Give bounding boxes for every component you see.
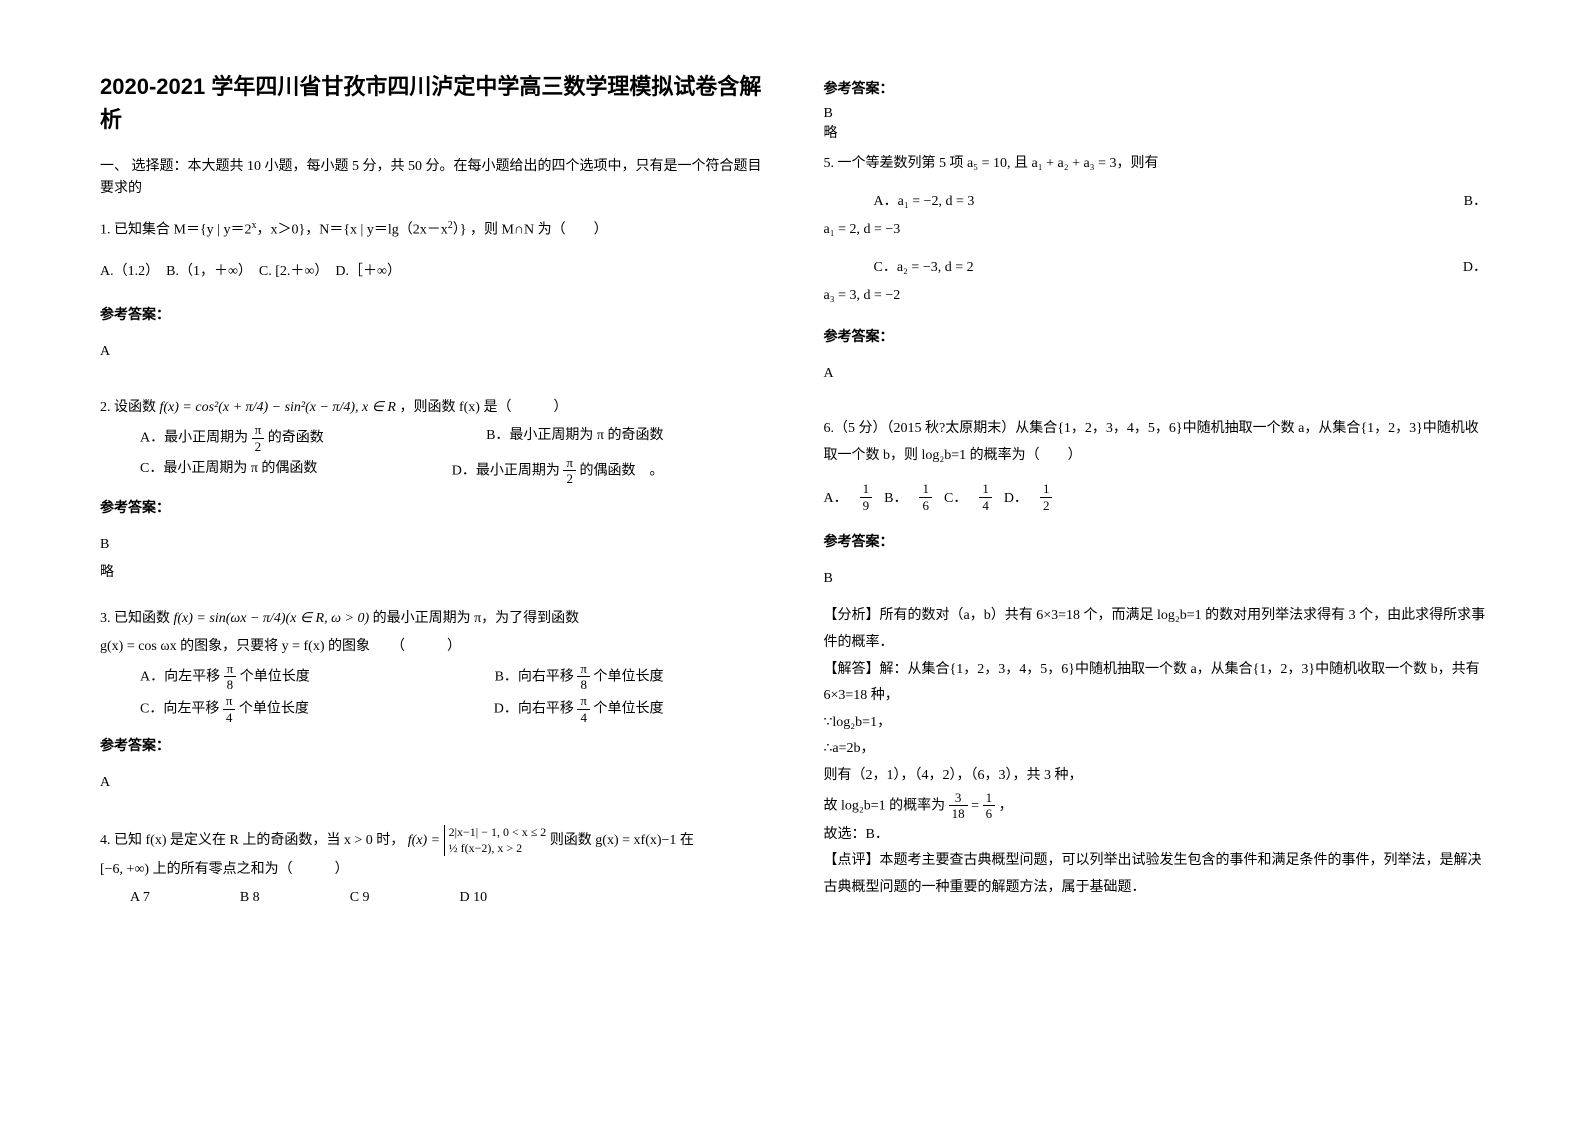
question-2: 2. 设函数 f(x) = cos²(x + π/4) − sin²(x − π…	[100, 394, 764, 586]
q4-line2: [−6, +∞) 上的所有零点之和为（ ）	[100, 856, 764, 884]
q5-stem: 5. 一个等差数列第 5 项 a₅ = 10, 且 a₁ + a₂ + a₃ =…	[824, 150, 1488, 178]
answer-label: 参考答案：	[824, 529, 1488, 557]
q6-analysis: 【分析】所有的数对（a，b）共有 6×3=18 个，而满足 log₂b=1 的数…	[824, 603, 1488, 656]
answer-label: 参考答案：	[824, 324, 1488, 352]
q1-options: A.（1.2） B.（1，＋∞） C. [2.＋∞） D.［＋∞）	[100, 258, 764, 286]
q5-row2: C．a₂ = −3, d = 2 D．	[824, 254, 1488, 282]
answer-label: 参考答案：	[824, 78, 1488, 98]
question-5: 5. 一个等差数列第 5 项 a₅ = 10, 且 a₁ + a₂ + a₃ =…	[824, 150, 1488, 398]
section-1-header: 一、 选择题：本大题共 10 小题，每小题 5 分，共 50 分。在每小题给出的…	[100, 156, 764, 201]
answer-label: 参考答案：	[100, 302, 764, 330]
q1-stem: 1. 已知集合 M＝{y | y＝2x，x＞0}，N＝{x | y＝lg（2x－…	[100, 216, 764, 245]
question-4: 4. 已知 f(x) 是定义在 R 上的奇函数，当 x > 0 时， f(x) …	[100, 825, 764, 912]
q3-line2: g(x) = cos ωx 的图象，只要将 y = f(x) 的图象 （ ）	[100, 633, 764, 661]
q2-stem: 2. 设函数 f(x) = cos²(x + π/4) − sin²(x − π…	[100, 394, 764, 422]
exam-title: 2020-2021 学年四川省甘孜市四川泸定中学高三数学理模拟试卷含解析	[100, 70, 764, 136]
q3-row2: C．向左平移 π4 个单位长度 D．向右平移 π4 个单位长度	[100, 693, 764, 725]
q5-optD-val: a₃ = 3, d = −2	[824, 282, 1488, 310]
q6-answer: B	[824, 565, 1488, 593]
q3-stem: 3. 已知函数 f(x) = sin(ωx − π/4)(x ∈ R, ω > …	[100, 605, 764, 633]
answer-label: 参考答案：	[100, 733, 764, 761]
q4-stem: 4. 已知 f(x) 是定义在 R 上的奇函数，当 x > 0 时， f(x) …	[100, 825, 764, 856]
right-column: 参考答案： B 略 5. 一个等差数列第 5 项 a₅ = 10, 且 a₁ +…	[824, 70, 1488, 1052]
left-column: 2020-2021 学年四川省甘孜市四川泸定中学高三数学理模拟试卷含解析 一、 …	[100, 70, 764, 1052]
q6-stem: 6.（5 分）（2015 秋?太原期末）从集合{1，2，3，4，5，6}中随机抽…	[824, 416, 1488, 469]
q3-answer: A	[100, 769, 764, 797]
q6-options: A．19 B．16 C．14 D．12	[824, 481, 1488, 513]
question-3: 3. 已知函数 f(x) = sin(ωx − π/4)(x ∈ R, ω > …	[100, 605, 764, 807]
q3-formula: f(x) = sin(ωx − π/4)(x ∈ R, ω > 0)	[174, 611, 370, 626]
answer-label: 参考答案：	[100, 495, 764, 523]
q2-row1: A．最小正周期为 π2 的奇函数 B．最小正周期为 π 的奇函数	[100, 422, 764, 454]
q1-answer: A	[100, 338, 764, 366]
q5-row1: A．a₁ = −2, d = 3 B．	[824, 188, 1488, 216]
q2-note: 略	[100, 559, 764, 587]
question-6: 6.（5 分）（2015 秋?太原期末）从集合{1，2，3，4，5，6}中随机抽…	[824, 416, 1488, 902]
q2-answer: B	[100, 531, 764, 559]
q4-piecewise: f(x) = 2|x−1| − 1, 0 < x ≤ 2 ½ f(x−2), x…	[408, 825, 547, 856]
q4-note: 略	[824, 122, 1488, 142]
q2-formula: f(x) = cos²(x + π/4) − sin²(x − π/4), x …	[160, 400, 396, 415]
q4-options: A 7 B 8 C 9 D 10	[100, 884, 764, 912]
q6-review: 【点评】本题考主要查古典概型问题，可以列举出试验发生包含的事件和满足条件的事件，…	[824, 848, 1488, 901]
q3-row1: A．向左平移 π8 个单位长度 B．向右平移 π8 个单位长度	[100, 661, 764, 693]
q2-row2: C．最小正周期为 π 的偶函数 D．最小正周期为 π2 的偶函数 。	[100, 455, 764, 487]
q5-answer: A	[824, 360, 1488, 388]
q4-answer: B	[824, 106, 1488, 122]
q5-optB-val: a₁ = 2, d = −3	[824, 216, 1488, 244]
question-1: 1. 已知集合 M＝{y | y＝2x，x＞0}，N＝{x | y＝lg（2x－…	[100, 216, 764, 377]
q6-solve: 【解答】解：从集合{1，2，3，4，5，6}中随机抽取一个数 a，从集合{1，2…	[824, 657, 1488, 849]
